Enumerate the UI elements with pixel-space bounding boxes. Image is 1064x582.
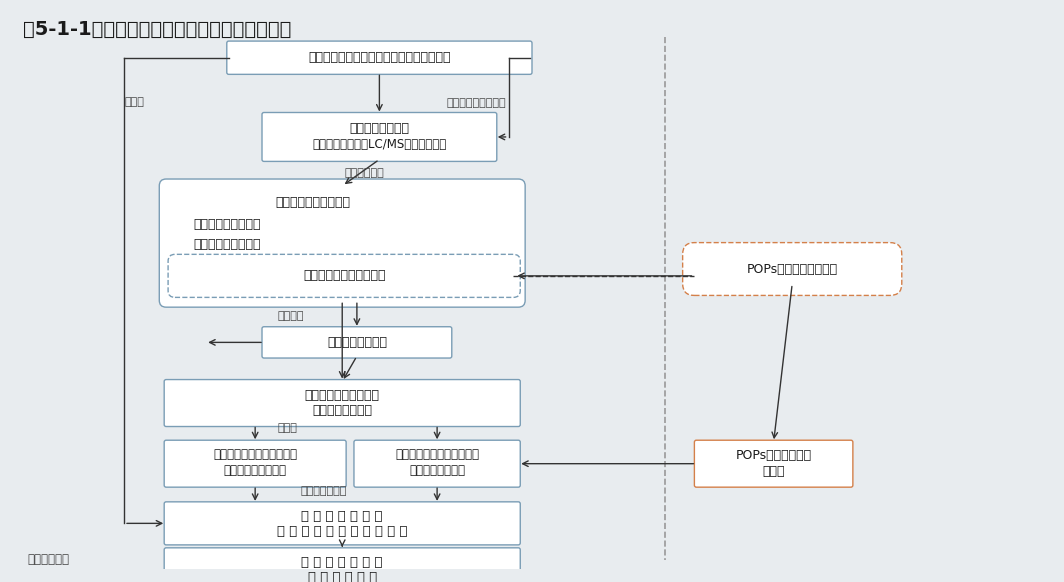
Text: 分析調査精度管理: 分析調査精度管理 (327, 336, 387, 349)
Text: POPsモニタリング事業: POPsモニタリング事業 (747, 262, 837, 275)
Text: 初期・詳細環境調査の結果: 初期・詳細環境調査の結果 (213, 448, 297, 462)
FancyBboxPatch shape (695, 440, 853, 487)
Text: 評価等: 評価等 (278, 424, 298, 434)
FancyBboxPatch shape (262, 112, 497, 161)
Text: モニタリング調査の結果に: モニタリング調査の結果に (395, 448, 479, 462)
Text: 分析法開発対象物質: 分析法開発対象物質 (447, 98, 506, 108)
Text: （２）詳細環境調査: （２）詳細環境調査 (194, 238, 261, 251)
FancyBboxPatch shape (164, 379, 520, 427)
Text: 資料：環境省: 資料：環境省 (28, 553, 69, 566)
FancyBboxPatch shape (164, 502, 520, 545)
Text: 評価等: 評価等 (124, 97, 144, 107)
FancyBboxPatch shape (160, 179, 526, 307)
FancyBboxPatch shape (164, 440, 346, 487)
FancyBboxPatch shape (168, 254, 520, 297)
Text: 環境化学物質に係る各種施策における要望: 環境化学物質に係る各種施策における要望 (309, 51, 451, 64)
Text: 環 境 保 健 部 会: 環 境 保 健 部 会 (307, 571, 377, 582)
FancyBboxPatch shape (354, 440, 520, 487)
Text: 検討会: 検討会 (763, 465, 785, 478)
Text: （１）初期環境調査: （１）初期環境調査 (194, 218, 261, 232)
FancyBboxPatch shape (227, 41, 532, 74)
Text: （水系、大気系、LC/MSの３部構成）: （水系、大気系、LC/MSの３部構成） (312, 139, 447, 151)
Text: 結果精査等検討会: 結果精査等検討会 (312, 404, 372, 417)
Text: 調査結果: 調査結果 (278, 311, 304, 321)
Text: 中 央 環 境 審 議 会: 中 央 環 境 審 議 会 (301, 510, 383, 523)
Text: 化学物質環境実態調査: 化学物質環境実態調査 (304, 389, 380, 402)
Text: 化 学 物 質 評 価 専 門 委 員 会: 化 学 物 質 評 価 専 門 委 員 会 (277, 525, 408, 538)
FancyBboxPatch shape (262, 327, 452, 358)
Text: 図5-1-1　化学物質環境実態調査の検討体系図: 図5-1-1 化学物質環境実態調査の検討体系図 (23, 20, 292, 38)
FancyBboxPatch shape (683, 243, 902, 296)
Text: 調査対象物質: 調査対象物質 (344, 168, 384, 178)
Text: 中 央 環 境 審 議 会: 中 央 環 境 審 議 会 (301, 556, 383, 569)
Text: 関する解析検討会: 関する解析検討会 (410, 464, 465, 477)
Text: 調査結果の報告: 調査結果の報告 (300, 486, 347, 496)
FancyBboxPatch shape (164, 548, 520, 582)
Text: （３）モニタリング調査: （３）モニタリング調査 (303, 269, 385, 282)
Text: POPsモニタリング: POPsモニタリング (735, 449, 812, 462)
Text: 化学物質環境実態調査: 化学物質環境実態調査 (276, 196, 351, 209)
Text: に関する解析検討会: に関する解析検討会 (223, 464, 286, 477)
Text: 分析法開発検討会: 分析法開発検討会 (349, 122, 410, 134)
